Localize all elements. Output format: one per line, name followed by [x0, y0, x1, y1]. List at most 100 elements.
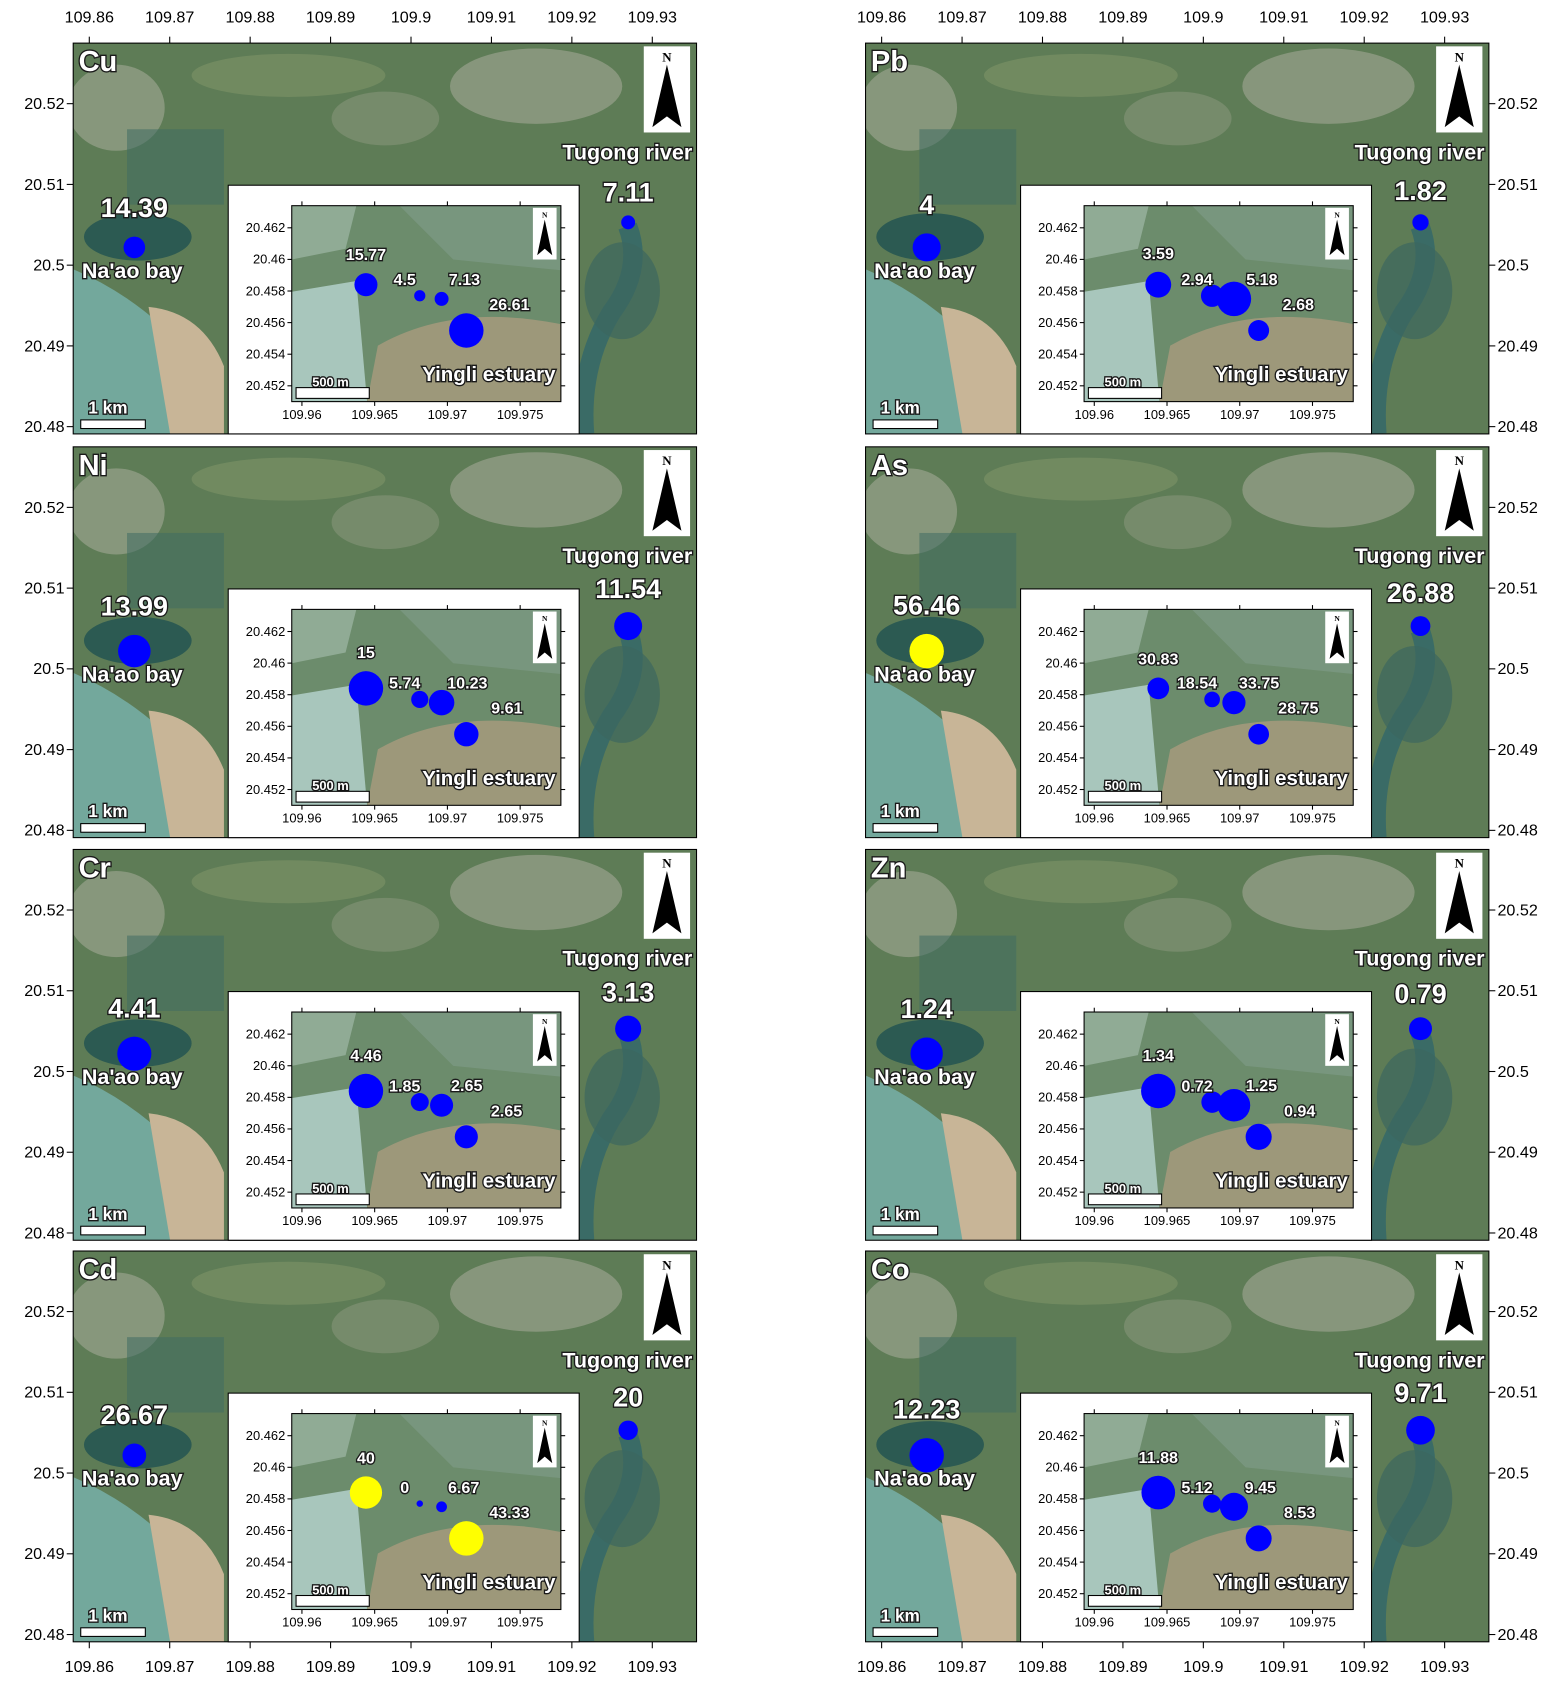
inset-north-label: N: [542, 1017, 548, 1026]
inset-x-tick-label: 109.97: [428, 1615, 467, 1630]
inset-place-label: Yingli estuary: [422, 1571, 556, 1594]
element-label: Pb: [871, 46, 908, 78]
place-label: Tugong river: [562, 947, 693, 971]
site-bubble: [1222, 691, 1246, 715]
value-label: 20: [613, 1383, 643, 1413]
inset-y-tick-label: 20.456: [246, 1523, 285, 1538]
y-tick-label: 20.51: [1497, 982, 1537, 1000]
inset-x-tick-label: 109.97: [1220, 407, 1259, 422]
inset-x-tick-label: 109.96: [282, 1615, 321, 1630]
y-tick-label: 20.52: [1497, 901, 1537, 919]
inset-north-label: N: [1334, 614, 1340, 623]
north-label: N: [1455, 856, 1465, 871]
inset-scale-label: 500 m: [312, 1181, 349, 1196]
value-label: 12.23: [893, 1395, 960, 1425]
inset-place-label: Yingli estuary: [1215, 363, 1349, 386]
x-tick-label: 109.86: [65, 9, 114, 27]
site-bubble: [614, 612, 643, 641]
inset-y-tick-label: 20.456: [246, 315, 285, 330]
inset-y-tick-label: 20.462: [246, 624, 285, 639]
y-tick-label: 20.51: [1497, 1384, 1537, 1402]
inset-x-tick-label: 109.965: [351, 1615, 398, 1630]
place-label: Tugong river: [1355, 947, 1486, 971]
inset-x-tick-label: 109.965: [1144, 1615, 1191, 1630]
inset-scale-bar: [295, 1193, 370, 1206]
map-panel: 20.48 20.49 20.5 20.51 20.52 Ni N 1 km Na'ao bay…: [24, 446, 698, 840]
x-tick-label: 109.89: [1098, 9, 1147, 27]
scale-bar: [872, 823, 939, 833]
inset-y-tick-label: 20.458: [1038, 687, 1077, 702]
inset-north-label: N: [542, 614, 548, 623]
inset-north-arrow: [537, 1427, 553, 1464]
inset-y-tick-label: 20.454: [1038, 347, 1077, 362]
element-label: As: [871, 450, 908, 482]
x-tick-label: 109.88: [1018, 9, 1067, 27]
inset-place-label: Yingli estuary: [1215, 767, 1349, 790]
x-tick-label: 109.91: [467, 1658, 516, 1676]
inset-y-tick-label: 20.458: [1038, 1090, 1077, 1105]
inset-x-tick-label: 109.965: [351, 407, 398, 422]
x-tick-label: 109.89: [306, 9, 355, 27]
y-tick-label: 20.51: [24, 176, 64, 194]
value-label: 1.24: [900, 994, 952, 1024]
scale-bar: [872, 1627, 939, 1637]
x-tick-label: 109.89: [306, 1658, 355, 1676]
inset-y-tick-label: 20.452: [246, 782, 285, 797]
y-tick-label: 20.49: [24, 1545, 64, 1563]
inset-place-label: Yingli estuary: [422, 1169, 556, 1192]
site-bubble: [1145, 271, 1172, 298]
site-bubble: [909, 1438, 944, 1473]
inset-north-arrow: [537, 1026, 553, 1062]
inset-y-tick-label: 20.462: [246, 220, 285, 235]
value-label: 0.94: [1284, 1102, 1315, 1120]
site-bubble: [1412, 214, 1429, 231]
value-label: 26.67: [101, 1400, 168, 1430]
inset-y-tick-label: 20.462: [1038, 220, 1077, 235]
inset-y-tick-label: 20.456: [1038, 1523, 1077, 1538]
inset-y-tick-label: 20.462: [246, 1026, 285, 1041]
site-bubble: [1245, 1525, 1272, 1552]
y-tick-label: 20.48: [1497, 822, 1537, 840]
value-label: 43.33: [489, 1504, 529, 1522]
value-label: 9.61: [491, 700, 522, 718]
map-panel: 20.48 20.49 20.5 20.51 20.52 109.86 109.87 109.…: [857, 1250, 1538, 1676]
inset-north-label: N: [1334, 1017, 1340, 1026]
inset-x-tick-label: 109.97: [428, 1213, 467, 1228]
place-label: Tugong river: [562, 544, 693, 568]
inset-x-tick-label: 109.975: [497, 1213, 544, 1228]
x-tick-label: 109.87: [937, 9, 986, 27]
inset-x-tick-label: 109.96: [1075, 1615, 1114, 1630]
scale-bar: [872, 419, 939, 430]
inset-y-tick-label: 20.456: [1038, 315, 1077, 330]
value-label: 1.85: [389, 1077, 420, 1095]
element-label: Cr: [79, 852, 111, 884]
y-tick-label: 20.48: [1497, 418, 1537, 436]
value-label: 4.5: [393, 271, 415, 289]
site-bubble: [1406, 1415, 1435, 1445]
value-label: 26.61: [489, 296, 529, 314]
y-tick-label: 20.5: [1497, 1464, 1528, 1482]
inset-y-tick-label: 20.456: [246, 1121, 285, 1136]
inset-scale-label: 500 m: [1105, 375, 1142, 390]
inset-y-tick-label: 20.462: [1038, 1026, 1077, 1041]
inset-north-label: N: [542, 211, 548, 220]
inset-y-tick-label: 20.454: [246, 1153, 285, 1168]
inset-y-tick-label: 20.462: [246, 1428, 285, 1443]
inset-y-tick-label: 20.458: [1038, 1491, 1077, 1506]
inset-y-tick-label: 20.462: [1038, 1428, 1077, 1443]
y-tick-label: 20.49: [1497, 1545, 1537, 1563]
x-tick-label: 109.92: [547, 1658, 596, 1676]
inset-x-tick-label: 109.96: [282, 1213, 321, 1228]
inset-x-tick-label: 109.965: [1144, 811, 1191, 826]
element-label: Co: [871, 1254, 910, 1286]
scale-bar: [80, 419, 146, 430]
inset-x-tick-label: 109.975: [497, 811, 544, 826]
inset-north-arrow: [1329, 1427, 1345, 1464]
site-bubble: [117, 1036, 152, 1071]
inset-frame: [291, 1413, 562, 1611]
value-label: 7.11: [603, 177, 654, 207]
scale-label: 1 km: [881, 1605, 920, 1625]
value-label: 2.68: [1283, 296, 1314, 314]
map-panel: 20.48 20.49 20.5 20.51 20.52 109.86 109.87 109.…: [24, 9, 698, 436]
inset-y-tick-label: 20.458: [246, 283, 285, 298]
